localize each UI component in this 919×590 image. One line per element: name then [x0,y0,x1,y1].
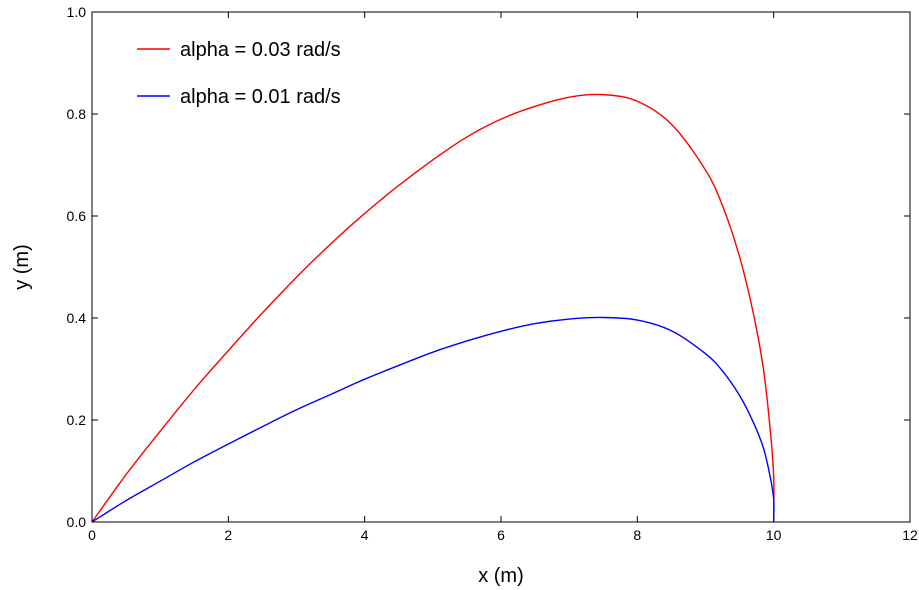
series-line-2 [91,316,775,523]
x-tick-label: 10 [766,527,782,543]
plot-frame [91,11,911,523]
legend-label-2: alpha = 0.01 rad/s [180,86,341,108]
y-tick-label: 1.0 [67,4,87,20]
y-tick-label: 0.4 [67,310,87,326]
x-tick-label: 12 [902,527,918,543]
y-tick-label: 0.0 [67,514,87,530]
x-tick-label: 6 [497,527,505,543]
y-axis-label: y (m) [11,244,33,290]
legend-label-1: alpha = 0.03 rad/s [180,39,341,61]
y-tick-label: 0.6 [67,208,87,224]
x-tick-label: 2 [224,527,232,543]
x-tick-label: 8 [633,527,641,543]
series-line-1 [91,93,775,523]
x-tick-label: 4 [361,527,369,543]
x-axis-label: x (m) [478,565,524,587]
y-tick-label: 0.8 [67,106,87,122]
y-tick-label: 0.2 [67,412,87,428]
x-tick-label: 0 [88,527,96,543]
